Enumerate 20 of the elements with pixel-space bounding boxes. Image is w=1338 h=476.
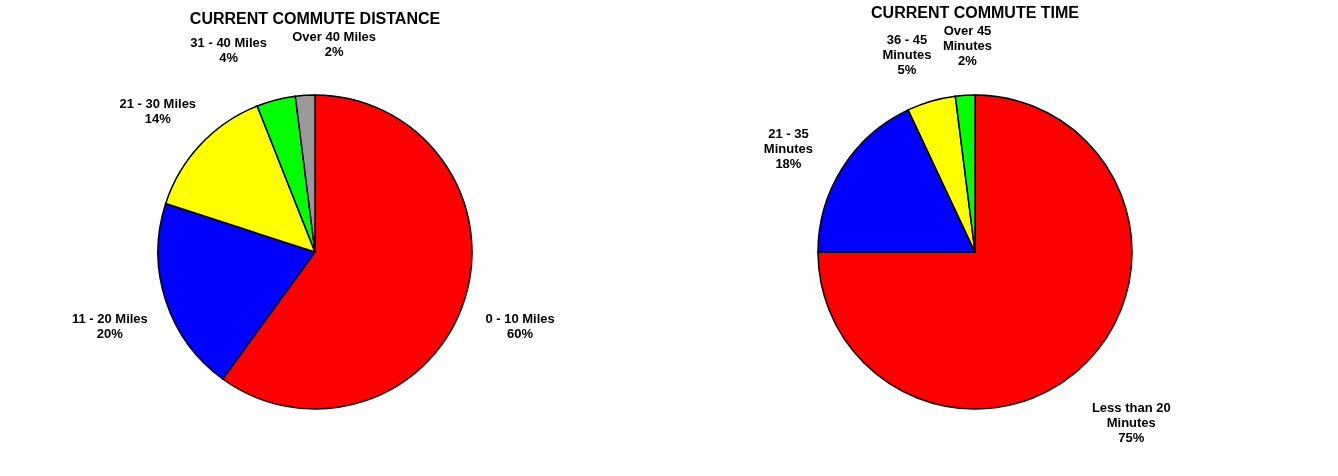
chart-title: CURRENT COMMUTE DISTANCE <box>189 9 441 27</box>
slice-label: Over 45 Minutes <box>942 23 993 54</box>
data-label: 18% <box>775 155 802 171</box>
chart-title: CURRENT COMMUTE TIME <box>871 4 1080 22</box>
slice-label: 21 - 30 Miles <box>119 96 197 112</box>
slice-label: Less than 20 Minutes <box>1091 400 1171 431</box>
data-label: 2% <box>324 43 344 59</box>
data-label: 14% <box>144 111 172 127</box>
slice-label: 21 - 35 Minutes <box>763 125 813 156</box>
data-label: 60% <box>507 325 534 341</box>
slice-label: 31 - 40 Miles <box>190 35 267 51</box>
data-label: 4% <box>219 50 239 66</box>
data-label: 2% <box>958 53 978 69</box>
slice-label: 11 - 20 Miles <box>71 310 148 326</box>
slice-label: 36 - 45 Minutes <box>882 31 932 62</box>
slice-label: Over 40 Miles <box>292 28 377 44</box>
slice-label: 0 - 10 Miles <box>485 310 555 326</box>
data-label: 5% <box>897 61 917 77</box>
data-label: 75% <box>1118 430 1145 446</box>
data-label: 20% <box>96 325 124 341</box>
